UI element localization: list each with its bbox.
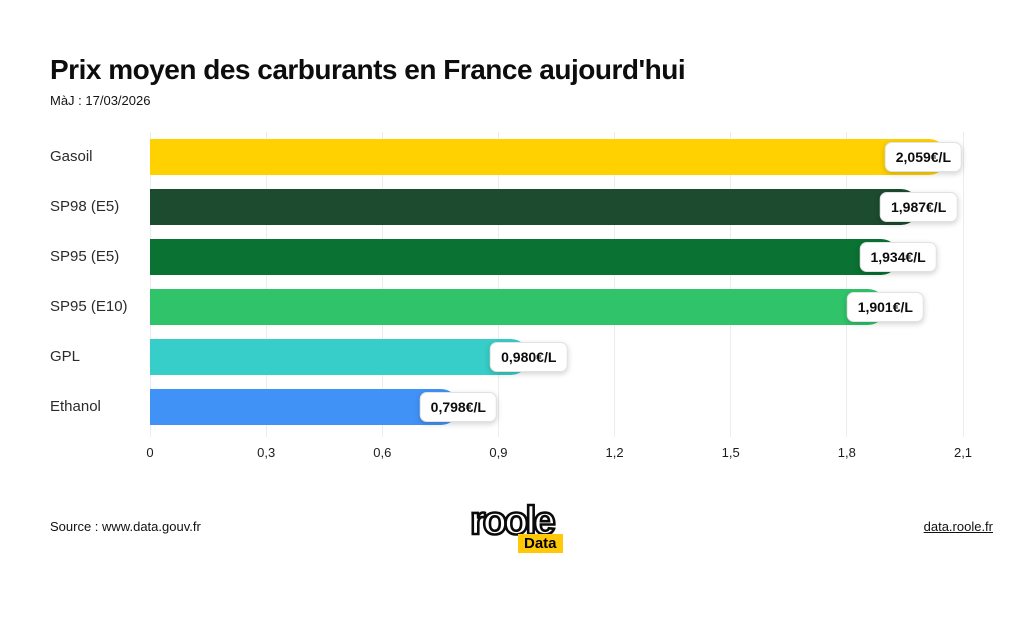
value-badge: 1,934€/L: [859, 242, 937, 272]
gridline: [497, 132, 499, 437]
bar: [150, 139, 948, 175]
category-label: SP98 (E5): [50, 198, 120, 215]
gridline: [962, 132, 964, 437]
bar: [150, 189, 920, 225]
value-badge: 1,987€/L: [879, 192, 958, 222]
category-label: SP95 (E10): [50, 298, 128, 315]
category-label: GPL: [50, 348, 81, 365]
x-tick-label: 0,3: [257, 445, 276, 460]
gridline: [265, 132, 267, 437]
bar: [150, 289, 886, 325]
bar: [150, 389, 459, 425]
data-badge: Data: [518, 534, 563, 553]
gridline: [614, 132, 616, 437]
roole-logo-word: roole: [469, 498, 559, 544]
value-badge: 0,798€/L: [419, 392, 497, 422]
category-axis: Gasoil SP98 (E5) SP95 (E5) SP95 (E10) GPL Eth…: [50, 130, 146, 437]
gridline: [381, 132, 383, 437]
category-label: SP95 (E5): [50, 248, 120, 265]
bar: [150, 239, 899, 275]
bar: [150, 339, 530, 375]
x-axis: 0 0,3 0,6 0,9 1,2 1,5 1,8 2,1: [0, 445, 1033, 465]
x-tick-label: 0,6: [373, 445, 392, 460]
gridline: [149, 132, 151, 437]
x-tick-label: 1,2: [605, 445, 624, 460]
x-tick-label: 1,5: [721, 445, 740, 460]
gridline: [846, 132, 848, 437]
footer-link[interactable]: data.roole.fr: [923, 519, 993, 534]
updated-date: MàJ : 17/03/2026: [50, 93, 151, 108]
value-badge: 1,901€/L: [846, 292, 924, 322]
value-badge: 0,980€/L: [490, 342, 568, 372]
category-label: Gasoil: [50, 148, 93, 165]
roole-logo-text: roole: [470, 499, 555, 543]
gridline: [730, 132, 732, 437]
category-label: Ethanol: [50, 398, 101, 415]
roole-logo: roole Data: [468, 498, 578, 556]
value-badge: 2,059€/L: [884, 142, 962, 172]
x-tick-label: 2,1: [953, 445, 973, 460]
x-tick-label: 0,9: [489, 445, 508, 460]
page-title: Prix moyen des carburants en France aujo…: [50, 54, 686, 85]
x-tick-label: 1,8: [837, 445, 856, 460]
source-text: Source : www.data.gouv.fr: [50, 519, 201, 534]
plot-area: 2,059€/L 1,987€/L 1,934€/L 1,901€/L 0,980€/L…: [149, 130, 964, 437]
x-tick-label: 0: [146, 445, 154, 460]
bar-chart: Gasoil SP98 (E5) SP95 (E5) SP95 (E10) GPL Eth…: [0, 130, 1033, 475]
